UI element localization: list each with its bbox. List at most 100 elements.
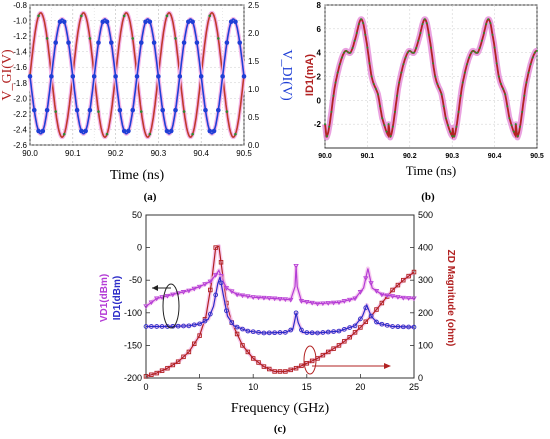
chart-c-ellipse-left <box>162 283 180 329</box>
chart-b-point <box>493 46 496 49</box>
chart-c-series-zd-point <box>363 319 369 325</box>
chart-b-point <box>459 94 462 97</box>
chart-c-series-id1-point <box>240 326 245 332</box>
chart-c-series-id1-point <box>272 330 277 336</box>
chart-a-point-vdi <box>177 74 183 79</box>
chart-a-point-vdi <box>211 128 217 134</box>
chart-b-point <box>362 22 365 25</box>
chart-b-point <box>514 123 517 126</box>
chart-b-xtick-label: 90.1 <box>361 153 375 160</box>
chart-c-xtick-label: 15 <box>302 382 312 392</box>
chart-c-series-vd1-point <box>405 296 412 301</box>
chart-c-series-vd1-point <box>261 295 267 301</box>
chart-a-point-vdi <box>44 107 50 113</box>
chart-c-series-zd-point <box>283 369 288 374</box>
chart-a-point-vgi <box>225 110 229 113</box>
chart-b-point <box>366 46 369 49</box>
chart-c-series-vd1-point <box>330 300 337 306</box>
chart-c-ytick-right-label: 100 <box>418 340 433 350</box>
chart-c-series-id1-point <box>283 330 288 335</box>
chart-c-series-vd1-point <box>389 294 396 299</box>
chart-c-xtick-label: 10 <box>248 382 258 392</box>
chart-c-series-vd1-point <box>395 295 401 300</box>
chart-c-arrowhead-left <box>152 285 158 291</box>
chart-a-point-vdi <box>181 40 187 45</box>
chart-c-series-zd-point <box>186 349 192 355</box>
chart-c-series-vd1-point <box>191 286 197 292</box>
chart-a-point-vdi <box>121 128 127 134</box>
chart-c-series-id1-point <box>341 326 347 332</box>
chart-b-point <box>483 31 485 34</box>
chart-a-point-vgi <box>105 132 109 136</box>
chart-b-point <box>423 18 426 21</box>
chart-c-series-zd-point <box>165 365 170 371</box>
chart-b-ticks: 90.0 90.1 90.2 90.3 90.4 90.5 8 6 4 2 0 -2 <box>314 1 544 160</box>
chart-c-ytick-right-label: 300 <box>418 275 433 285</box>
chart-a-point-vdi <box>61 19 67 25</box>
chart-a-point-vdi <box>241 74 247 79</box>
chart-c-series-vd1-point <box>202 282 208 287</box>
chart-b-point <box>410 51 413 54</box>
chart-b-point <box>449 130 452 133</box>
chart-a-point-vgi <box>191 132 194 136</box>
chart-c-series-vd1-point <box>363 276 369 282</box>
chart-a-xtick-label: 90.3 <box>151 149 167 158</box>
chart-b-point <box>489 22 492 25</box>
chart-a-point-vdi <box>228 19 234 25</box>
chart-a-point-vdi <box>100 19 106 25</box>
chart-c-series-id1-point <box>261 330 267 336</box>
chart-c-series-id1-point <box>390 324 395 329</box>
chart-a-point-vdi <box>36 128 41 134</box>
chart-c-series-id1-point <box>363 305 369 311</box>
chart-c-series-zd-point <box>347 335 352 340</box>
chart-c-series-zd-point <box>304 361 310 366</box>
chart-b-point <box>430 46 432 49</box>
chart-b-point <box>446 124 449 127</box>
chart-c-series-zd-point <box>358 325 363 330</box>
chart-a-xtick-label: 90.5 <box>236 149 252 158</box>
chart-a-point-vdi <box>151 40 157 45</box>
chart-b-point <box>377 93 379 96</box>
chart-a-point-vdi <box>164 128 170 134</box>
chart-c-series-zd-point <box>331 346 336 351</box>
chart-c-xtick-label: 0 <box>143 382 148 392</box>
chart-b-xtick-label: 90.3 <box>445 153 459 160</box>
chart-c-series-id1-point <box>245 328 251 334</box>
chart-b-point <box>419 31 422 34</box>
chart-c-series-vd1-point <box>320 301 326 307</box>
chart-c-series-zd-point <box>181 354 186 360</box>
chart-c-ytick-right-label: 400 <box>418 243 433 253</box>
chart-b-point <box>468 56 471 59</box>
chart-a-point-vdi <box>194 40 200 45</box>
chart-b-point <box>413 51 416 54</box>
chart-a-point-vgi <box>217 37 220 40</box>
chart-c-series-id1-point <box>315 330 320 336</box>
chart-c-series-vd1-point <box>282 297 289 303</box>
chart-b-point <box>512 130 515 133</box>
chart-a-point-vdi <box>53 40 58 45</box>
chart-c-series-zd-point <box>406 273 411 279</box>
chart-b-point <box>372 83 375 86</box>
chart-b-point <box>357 23 360 26</box>
chart-c-series-vd1-point <box>341 299 348 304</box>
chart-b-point <box>495 62 498 65</box>
chart-a-point-vdi <box>66 40 71 45</box>
chart-c-series-vd1-point <box>180 290 187 295</box>
chart-a-point-vgi <box>131 37 135 40</box>
chart-c-series-id1-point <box>304 330 310 335</box>
chart-c-series-zd-point <box>325 349 331 355</box>
chart-c-xtick-label: 20 <box>355 382 365 392</box>
chart-b-point <box>402 63 405 66</box>
chart-c-series-vd1-point <box>196 284 203 290</box>
chart-c-series-zd-point <box>191 341 197 347</box>
chart-b-xlabel: Time (ns) <box>406 163 456 178</box>
chart-c-series-vd1-point <box>400 295 406 301</box>
chart-b-xtick-label: 90.5 <box>530 153 544 160</box>
chart-b-point <box>391 125 394 128</box>
chart-c-series-id1-point <box>309 330 315 336</box>
chart-a-point-vgi <box>148 132 152 136</box>
chart-b-series <box>322 16 540 141</box>
chart-c-ytick-left-label: -200 <box>124 373 142 383</box>
chart-c-series-id1-point <box>165 324 170 329</box>
chart-b-ytick-label: 8 <box>317 1 322 10</box>
